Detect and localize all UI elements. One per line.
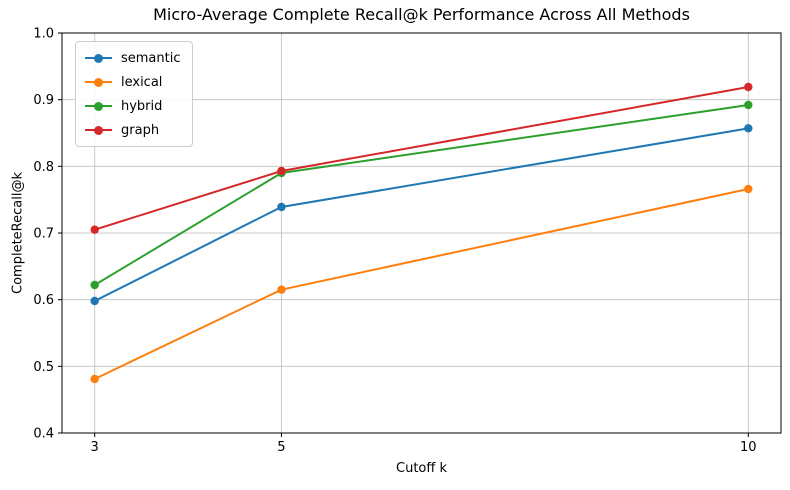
y-axis-label: CompleteRecall@k — [10, 172, 26, 294]
y-tick-label: 0.9 — [33, 93, 54, 108]
legend-label: graph — [121, 122, 160, 138]
legend-marker-dot — [94, 125, 103, 135]
series-line-semantic — [94, 127, 749, 302]
y-tick-label: 0.5 — [33, 360, 54, 375]
y-tick-label: 0.7 — [33, 227, 54, 242]
legend-item-semantic: semantic — [85, 47, 181, 69]
legend-line-marker-icon — [85, 124, 112, 136]
legend-item-hybrid: hybrid — [85, 95, 181, 117]
legend-marker-dot — [94, 101, 103, 111]
legend-marker-dot — [94, 53, 103, 63]
legend-label: lexical — [121, 74, 163, 90]
series-line-lexical — [94, 188, 749, 380]
y-tick-label: 0.6 — [33, 293, 54, 308]
legend-label: semantic — [121, 50, 181, 66]
series-line-hybrid — [94, 104, 749, 286]
y-tick-label: 1.0 — [33, 27, 54, 42]
data-point-lexical — [90, 374, 99, 384]
legend-item-lexical: lexical — [85, 71, 181, 93]
data-point-semantic — [744, 124, 753, 133]
series-line-graph — [94, 86, 749, 231]
data-point-lexical — [744, 184, 753, 194]
y-tick-label: 0.8 — [33, 160, 54, 175]
legend-marker-dot — [94, 77, 103, 87]
data-point-semantic — [90, 296, 99, 306]
legend-label: hybrid — [121, 98, 163, 114]
data-point-semantic — [277, 202, 286, 212]
x-tick-label: 3 — [91, 440, 99, 455]
data-point-hybrid — [90, 280, 99, 290]
y-tick-label: 0.4 — [33, 427, 54, 442]
x-tick-label: 5 — [277, 440, 285, 455]
x-tick-label: 10 — [740, 440, 757, 455]
chart-title: Micro-Average Complete Recall@k Performa… — [153, 5, 690, 24]
data-point-graph — [90, 225, 99, 234]
data-point-hybrid — [744, 100, 753, 110]
x-axis-label: Cutoff k — [396, 461, 447, 476]
legend: semantic lexical hybrid graph — [75, 41, 193, 147]
legend-item-graph: graph — [85, 119, 181, 141]
data-point-lexical — [277, 285, 286, 294]
legend-line-marker-icon — [85, 52, 112, 64]
legend-line-marker-icon — [85, 100, 112, 112]
legend-line-marker-icon — [85, 76, 112, 88]
data-point-graph — [744, 82, 753, 92]
data-point-graph — [277, 166, 286, 176]
